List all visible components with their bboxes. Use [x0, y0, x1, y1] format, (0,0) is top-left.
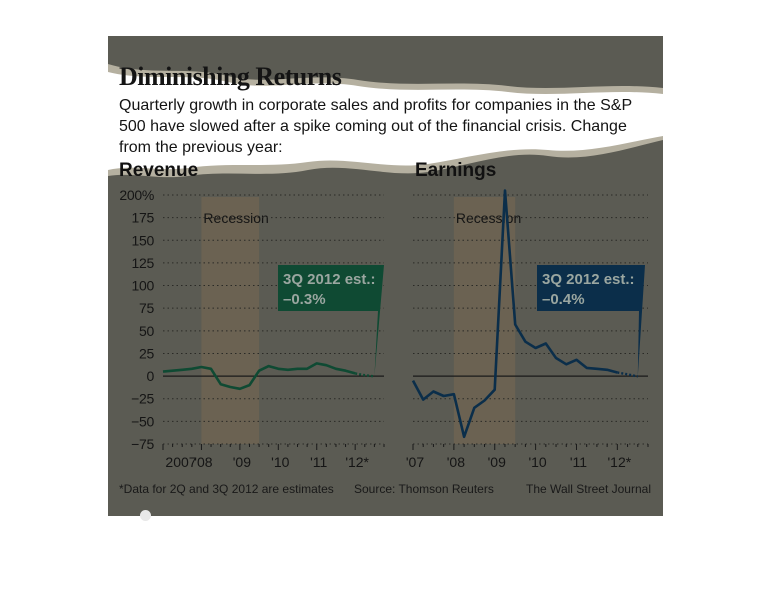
y-tick-label: 125: [132, 255, 155, 271]
credit-note: The Wall Street Journal: [526, 482, 651, 496]
revenue-callout-box: [278, 265, 384, 377]
y-tick-label: 0: [147, 368, 155, 384]
revenue-chart: Recession200%1751501251007550250−25−50−7…: [119, 187, 385, 470]
revenue-x-tick-label: '11: [310, 454, 327, 470]
y-tick-label: 200%: [119, 187, 154, 203]
revenue-x-tick-label: '12*: [345, 454, 369, 470]
revenue-estimate-line: [354, 372, 375, 378]
earnings-estimate-line: [617, 371, 639, 378]
decorative-dot: [140, 510, 151, 521]
page-title: Diminishing Returns: [119, 62, 342, 91]
earnings-x-tick-label: '10: [528, 454, 546, 470]
earnings-chart-title: Earnings: [415, 160, 497, 181]
earnings-chart: Recession '07 '08 '09 '10 '11 '12* 3Q 2012 est.…: [406, 189, 649, 470]
revenue-recession-band: [201, 197, 260, 444]
earnings-x-tick-label: '12*: [607, 454, 631, 470]
revenue-x-tick-label: 2007: [165, 454, 196, 470]
infographic-panel: Diminishing Returns Quarterly growth in …: [108, 36, 663, 516]
footnote: *Data for 2Q and 3Q 2012 are estimates: [119, 482, 334, 496]
earnings-x-tick-label: '11: [570, 454, 587, 470]
revenue-callout-line1: 3Q 2012 est.:: [283, 271, 376, 288]
earnings-x-tick-label: '08: [447, 454, 465, 470]
y-tick-label: −50: [131, 413, 154, 429]
y-tick-label: 75: [139, 300, 154, 316]
earnings-series-line: [411, 189, 618, 439]
subtitle: Quarterly growth in corporate sales and …: [119, 97, 632, 156]
y-tick-label: 25: [139, 345, 154, 361]
y-tick-label: −25: [131, 391, 154, 407]
earnings-x-tick-label: '07: [406, 454, 424, 470]
earnings-callout-box: [537, 265, 645, 377]
revenue-callout-line2: –0.3%: [283, 291, 326, 308]
earnings-x-tick-label: '09: [488, 454, 506, 470]
revenue-chart-title: Revenue: [119, 160, 199, 181]
revenue-series-line: [162, 362, 356, 391]
earnings-recession-band: [453, 197, 516, 444]
y-tick-label: 150: [132, 232, 155, 248]
y-tick-label: 100: [132, 278, 155, 294]
earnings-recession-label: Recession: [456, 210, 521, 226]
revenue-x-tick-label: '08: [194, 454, 212, 470]
y-tick-label: 175: [132, 210, 155, 226]
earnings-callout-line1: 3Q 2012 est.:: [542, 271, 635, 288]
source-note: Source: Thomson Reuters: [354, 482, 494, 496]
torn-paper-header: [108, 64, 663, 178]
revenue-x-tick-label: '10: [271, 454, 289, 470]
earnings-callout-line2: –0.4%: [542, 291, 585, 308]
y-tick-label: −75: [131, 436, 154, 452]
revenue-x-tick-label: '09: [233, 454, 251, 470]
y-tick-label: 50: [139, 323, 154, 339]
